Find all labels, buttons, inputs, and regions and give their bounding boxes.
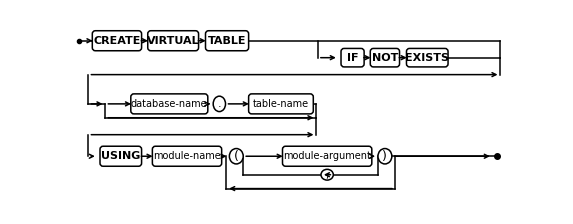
FancyBboxPatch shape: [341, 48, 364, 67]
Text: CREATE: CREATE: [93, 36, 140, 46]
FancyBboxPatch shape: [282, 146, 372, 166]
FancyBboxPatch shape: [249, 94, 313, 114]
Text: table-name: table-name: [253, 99, 309, 109]
Text: (: (: [234, 150, 239, 163]
Text: VIRTUAL: VIRTUAL: [147, 36, 199, 46]
Ellipse shape: [321, 169, 333, 180]
Text: .: .: [218, 99, 221, 109]
Text: ,: ,: [325, 170, 329, 180]
FancyBboxPatch shape: [100, 146, 142, 166]
FancyBboxPatch shape: [206, 31, 249, 51]
Ellipse shape: [229, 149, 243, 164]
FancyBboxPatch shape: [152, 146, 222, 166]
Ellipse shape: [213, 96, 226, 112]
Ellipse shape: [378, 149, 392, 164]
FancyBboxPatch shape: [370, 48, 399, 67]
Text: NOT: NOT: [372, 53, 398, 63]
Text: USING: USING: [101, 151, 140, 161]
Text: module-name: module-name: [153, 151, 221, 161]
FancyBboxPatch shape: [131, 94, 208, 114]
Text: ): ): [382, 150, 387, 163]
Text: EXISTS: EXISTS: [405, 53, 449, 63]
FancyBboxPatch shape: [92, 31, 142, 51]
Text: TABLE: TABLE: [208, 36, 246, 46]
Text: database-name: database-name: [131, 99, 207, 109]
FancyBboxPatch shape: [406, 48, 448, 67]
FancyBboxPatch shape: [148, 31, 199, 51]
Text: module-argument: module-argument: [283, 151, 371, 161]
Text: IF: IF: [347, 53, 358, 63]
